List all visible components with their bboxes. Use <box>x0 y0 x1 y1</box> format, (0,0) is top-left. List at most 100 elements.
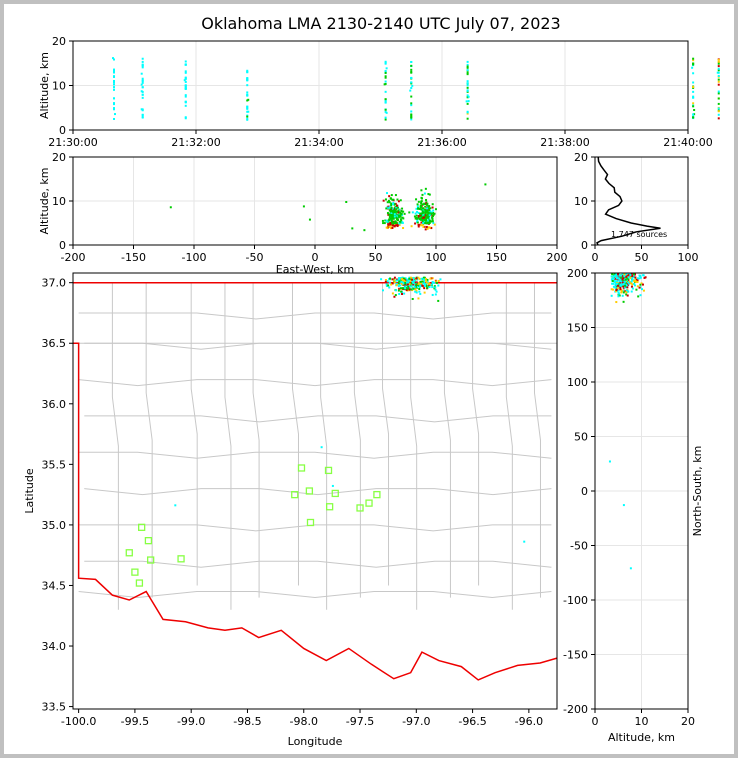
lma-source <box>394 214 397 217</box>
lma-source <box>403 284 406 287</box>
lma-source <box>619 283 622 286</box>
lma-source <box>417 223 420 226</box>
lma-source <box>398 292 401 295</box>
lma-source <box>466 82 469 85</box>
lma-source <box>403 212 406 215</box>
ew-tick-label: 200 <box>547 251 568 264</box>
lma-source <box>623 280 626 283</box>
lma-source <box>419 215 422 218</box>
lma-source <box>432 222 435 225</box>
lma-source <box>391 282 394 285</box>
lma-source <box>390 220 393 223</box>
lma-source <box>382 199 385 202</box>
lma-source <box>617 277 620 280</box>
lma-source <box>630 280 633 283</box>
lma-station-marker <box>144 537 153 545</box>
lma-source <box>422 282 425 285</box>
lma-source <box>466 80 469 83</box>
lma-source <box>717 69 720 72</box>
lma-source <box>425 285 428 288</box>
lma-source <box>425 201 428 204</box>
lma-source <box>113 81 115 84</box>
longitude-tick-label: -96.5 <box>458 715 486 728</box>
lma-source <box>418 287 421 290</box>
lma-source <box>388 209 391 212</box>
lma-source <box>608 460 611 463</box>
lma-source <box>717 67 720 70</box>
latitude-tick-label: 36.0 <box>42 398 67 411</box>
y-axis-label: Latitude <box>23 468 36 514</box>
lma-source <box>426 209 429 212</box>
lma-source <box>614 273 617 276</box>
lma-source <box>141 96 144 99</box>
lma-source <box>412 276 415 279</box>
lma-source <box>397 214 400 217</box>
lma-source <box>184 95 187 98</box>
lma-source <box>384 75 387 78</box>
lma-source <box>427 216 430 219</box>
lma-source <box>395 282 398 285</box>
lma-source <box>420 214 423 217</box>
lma-source <box>246 105 249 108</box>
lma-source <box>388 224 391 227</box>
lma-source <box>621 273 624 276</box>
lma-source <box>692 62 695 65</box>
lma-source <box>466 117 469 120</box>
lma-source <box>423 225 426 228</box>
lma-source <box>141 81 144 84</box>
lma-source <box>351 227 354 230</box>
lma-source <box>612 282 615 285</box>
lma-source <box>619 281 622 284</box>
lma-source <box>425 216 428 219</box>
lma-source <box>397 211 400 214</box>
lma-source <box>618 280 621 283</box>
lma-source <box>433 212 436 215</box>
lma-source <box>615 301 618 304</box>
x-axis-label: East-West, km <box>276 263 354 276</box>
lma-source <box>398 215 401 218</box>
lma-source <box>631 287 634 290</box>
lma-source <box>184 70 187 73</box>
lma-source <box>396 224 399 227</box>
lma-source <box>692 113 695 116</box>
lma-source <box>384 100 387 103</box>
lma-station-marker <box>138 523 146 531</box>
lma-source <box>113 108 115 111</box>
county-line <box>78 451 552 459</box>
lma-source <box>416 203 419 206</box>
lma-source <box>630 273 633 276</box>
lma-source <box>620 274 623 277</box>
lma-source <box>435 290 438 293</box>
lma-source <box>633 284 636 287</box>
lma-source <box>402 210 405 213</box>
lma-source <box>386 220 389 223</box>
lma-source <box>393 209 396 212</box>
altitude-tick-label: 10 <box>52 80 66 93</box>
lma-source <box>400 210 403 213</box>
latitude-tick-label: 35.5 <box>42 458 67 471</box>
lma-source <box>624 273 627 276</box>
lma-source <box>396 204 399 207</box>
lma-source <box>113 117 115 120</box>
county-line <box>505 282 513 610</box>
lma-source <box>384 70 387 73</box>
altitude-tick-label: 0 <box>581 239 588 252</box>
altitude-tick-label: 0 <box>59 124 66 137</box>
lma-source <box>393 215 396 218</box>
lma-source <box>434 293 437 296</box>
county-line <box>443 282 451 598</box>
altitude-tick-label: 0 <box>59 239 66 252</box>
lma-source <box>308 218 311 221</box>
lma-source <box>420 282 423 285</box>
lma-source <box>389 277 392 280</box>
lma-source <box>400 212 403 215</box>
lma-source <box>402 227 405 230</box>
lma-source <box>431 277 434 280</box>
lma-source <box>395 279 398 282</box>
ns-height-frame <box>594 272 689 710</box>
lma-source <box>614 284 617 287</box>
lma-source <box>389 221 392 224</box>
lma-source <box>611 280 614 283</box>
lma-source <box>423 291 426 294</box>
lma-source <box>426 203 429 206</box>
